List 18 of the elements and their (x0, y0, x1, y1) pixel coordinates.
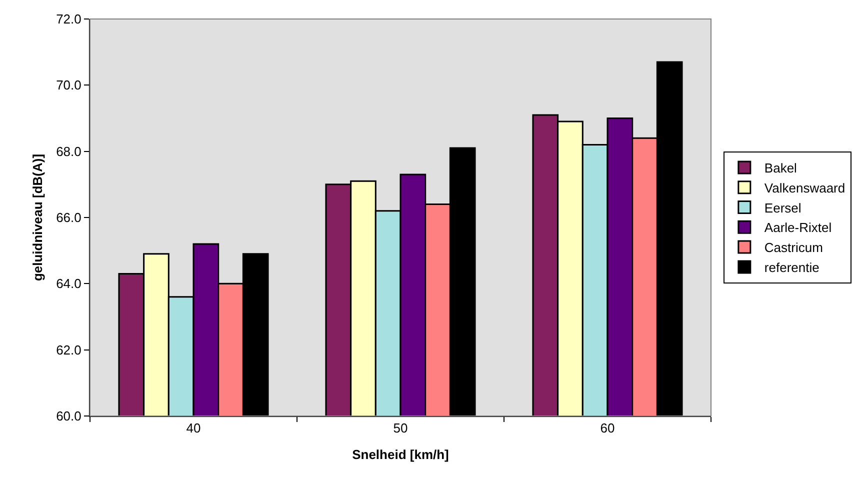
y-tick-label: 66.0 (56, 210, 82, 226)
legend-label: Valkenswaard (764, 180, 846, 196)
y-tick-label: 64.0 (56, 276, 82, 292)
legend-label: Eersel (764, 200, 802, 216)
x-tick-label: 40 (186, 420, 201, 436)
y-tick-label: 70.0 (56, 78, 82, 93)
y-tick-label: 60.0 (56, 408, 82, 424)
y-tick-label: 62.0 (56, 342, 82, 358)
y-tick-label: 68.0 (56, 144, 82, 159)
y-tick-label: 72.0 (56, 12, 82, 27)
legend-label: Castricum (764, 240, 823, 256)
legend-label: Aarle-Rixtel (764, 220, 832, 236)
y-axis-title: geluidniveau [dB(A)] (30, 154, 46, 282)
x-tick-label: 50 (393, 420, 408, 436)
legend-label: referentie (764, 260, 820, 276)
legend-label: Bakel (764, 160, 798, 176)
x-axis-title: Snelheid [km/h] (352, 447, 449, 462)
x-tick-label: 60 (600, 420, 615, 436)
